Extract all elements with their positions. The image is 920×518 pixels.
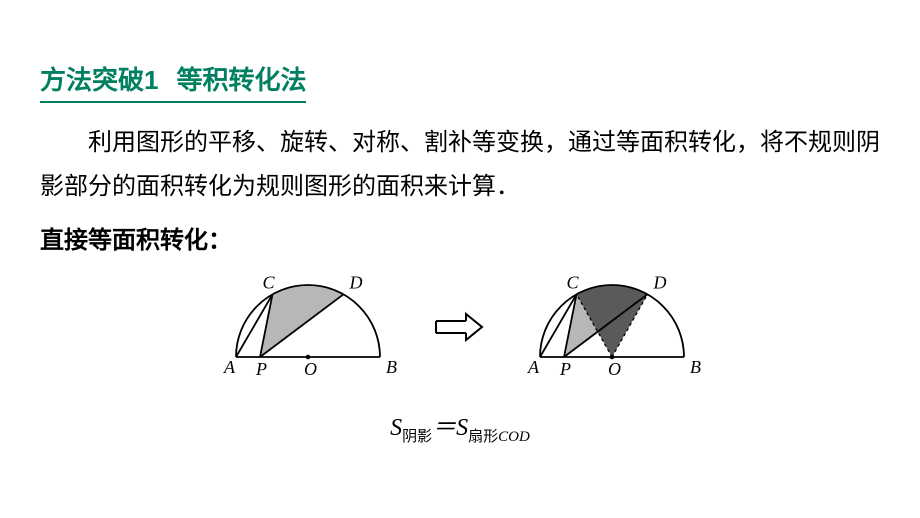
title-sub: 等积转化法 [176,60,306,97]
formula: S阴影＝S扇形COD [40,407,880,447]
svg-text:A: A [527,357,540,377]
svg-text:A: A [223,357,236,377]
svg-text:D: D [349,272,363,292]
formula-sub1: 阴影 [402,429,432,445]
formula-sub2b: COD [498,429,530,445]
title-main: 方法突破1 [40,60,158,97]
diagram-left: A B P O C D [208,267,408,387]
svg-text:O: O [304,359,317,379]
diagram-right: A B P O C D [512,267,712,387]
description-text: 利用图形的平移、旋转、对称、割补等变换，通过等面积转化，将不规则阴影部分的面积转… [40,121,880,210]
formula-sub2a: 扇形 [468,429,498,445]
svg-text:D: D [653,272,667,292]
svg-text:B: B [690,357,701,377]
arrow-icon [430,309,490,345]
svg-text:B: B [386,357,397,377]
svg-text:P: P [559,359,571,379]
svg-text:C: C [263,272,276,292]
subheading: 直接等面积转化： [40,220,880,255]
formula-S1: S [390,415,402,441]
svg-text:C: C [567,272,580,292]
diagram-row: A B P O C D A B P O C D [40,267,880,387]
formula-S2: S [456,415,468,441]
formula-eq: ＝ [432,415,456,441]
svg-text:P: P [255,359,267,379]
svg-text:O: O [608,359,621,379]
